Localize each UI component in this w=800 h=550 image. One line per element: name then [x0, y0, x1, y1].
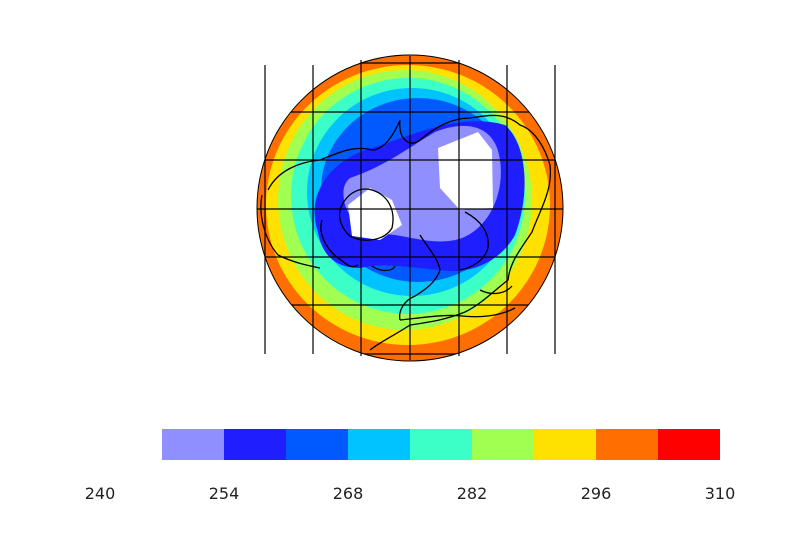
colorbar-tick-label: 254: [208, 484, 240, 503]
globe-border: [256, 54, 564, 362]
iceland-outline: [371, 265, 396, 272]
coastlines: [260, 114, 552, 351]
colorbar-swatch: [410, 429, 472, 460]
graticule: [257, 56, 563, 360]
colorbar-swatch: [224, 429, 286, 460]
colorbar-tick-label: 310: [704, 484, 736, 503]
europe-north-outline: [459, 211, 489, 271]
temperature-field: [257, 55, 563, 361]
colorbar-swatch: [658, 429, 720, 460]
colorbar-tick-label: 268: [332, 484, 364, 503]
greenland-outline: [338, 188, 394, 241]
alaska-outline: [260, 194, 321, 269]
hudson-outline: [320, 219, 359, 268]
colorbar-swatch: [286, 429, 348, 460]
colorbar-tick-label: 296: [580, 484, 612, 503]
mediterranean-outline: [399, 307, 516, 321]
colorbar-tick-label: 240: [84, 484, 116, 503]
colorbar-swatch: [162, 429, 224, 460]
colorbar-swatch: [348, 429, 410, 460]
colorbar-tick-label: 282: [456, 484, 488, 503]
caspian-outline: [479, 285, 513, 295]
colorbar-swatch: [472, 429, 534, 460]
cold-region-siberia: [438, 132, 493, 210]
eurasia-outline: [267, 114, 552, 351]
scandinavia-outline: [399, 234, 441, 321]
colorbar-swatch: [534, 429, 596, 460]
colorbar-swatch: [596, 429, 658, 460]
